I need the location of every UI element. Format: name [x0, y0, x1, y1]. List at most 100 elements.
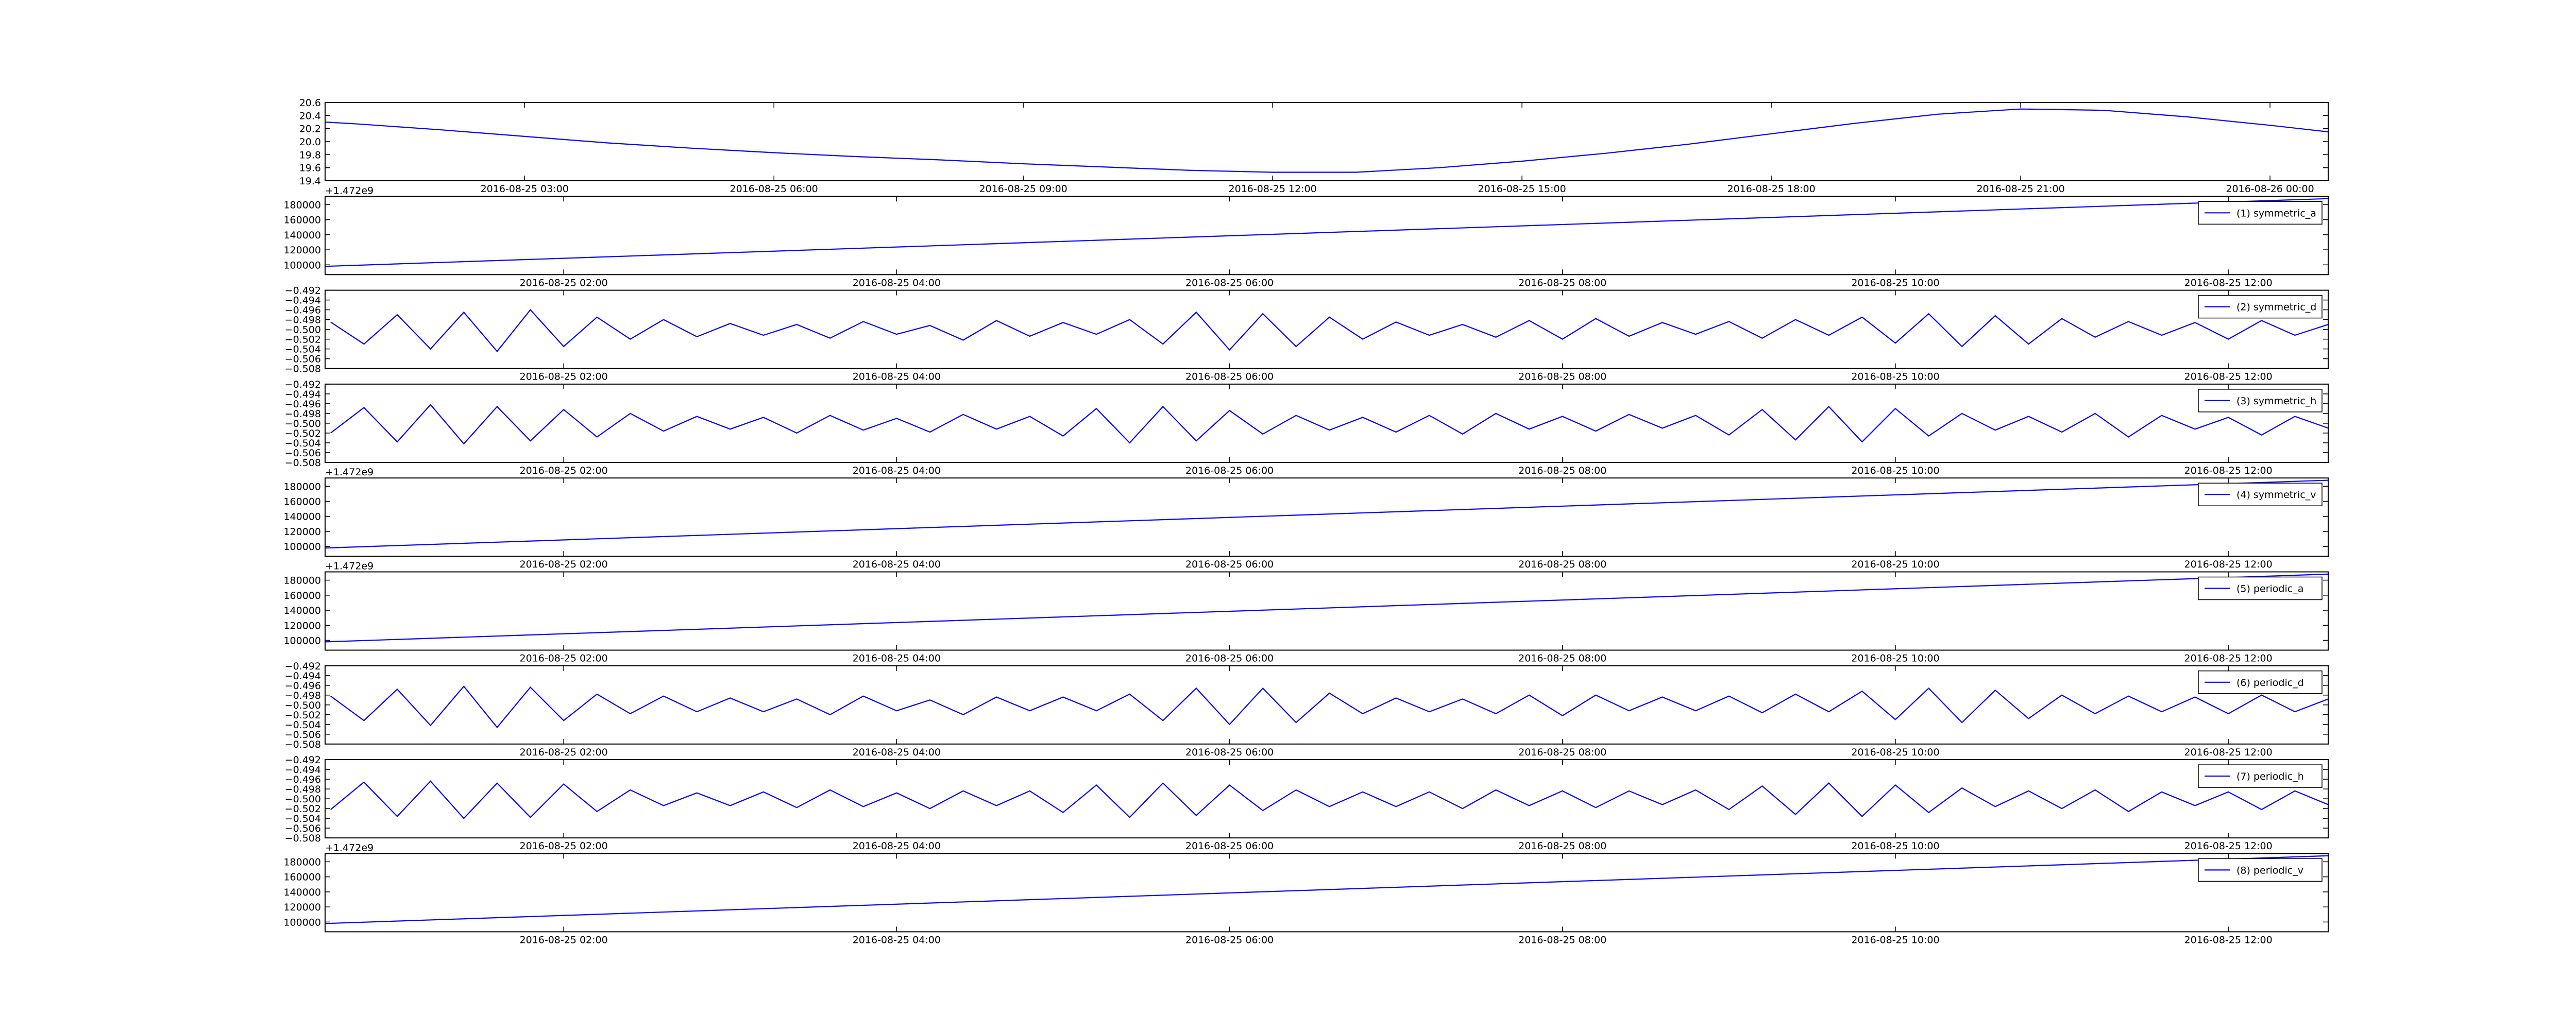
y-tick-label: −0.494 — [285, 764, 321, 776]
y-tick-label: −0.492 — [285, 379, 321, 390]
y-tick-label: −0.494 — [285, 670, 321, 682]
y-tick-label: 140000 — [283, 605, 321, 616]
y-tick-label: −0.502 — [285, 428, 321, 439]
x-tick-label: 2016-08-25 04:00 — [853, 559, 941, 570]
y-tick-label: 19.8 — [299, 149, 321, 161]
y-tick-label: 120000 — [283, 245, 321, 256]
y-tick-label: 100000 — [283, 541, 321, 553]
x-tick-label: 2016-08-25 08:00 — [1518, 371, 1606, 383]
y-tick-label: −0.508 — [285, 833, 321, 844]
y-tick-label: −0.498 — [285, 408, 321, 420]
y-tick-label: −0.502 — [285, 334, 321, 346]
y-tick-label: −0.504 — [285, 344, 321, 355]
axes-frame — [325, 102, 2329, 181]
y-tick-label: −0.508 — [285, 457, 321, 469]
legend: (6) periodic_d — [2198, 670, 2323, 694]
x-tick-label: 2016-08-25 09:00 — [979, 183, 1067, 195]
y-tick-label: 180000 — [283, 856, 321, 868]
x-tick-label: 2016-08-25 04:00 — [853, 934, 941, 945]
x-tick-label: 2016-08-25 10:00 — [1851, 371, 1939, 383]
y-tick-label: 180000 — [283, 481, 321, 492]
axes-frame — [325, 196, 2329, 276]
legend-label: (1) symmetric_a — [2236, 208, 2316, 219]
data-line — [325, 108, 2328, 173]
x-tick-label: 2016-08-25 04:00 — [853, 747, 941, 758]
legend: (3) symmetric_h — [2198, 389, 2323, 412]
x-tick-label: 2016-08-25 08:00 — [1518, 747, 1606, 758]
x-tick-label: 2016-08-25 02:00 — [520, 653, 608, 664]
x-tick-label: 2016-08-25 08:00 — [1518, 934, 1606, 945]
subplot: 100000 120000 140000 160000 180000 2016-08-25… — [283, 185, 2329, 288]
x-tick-label: 2016-08-25 21:00 — [1976, 183, 2064, 195]
axes-background — [325, 853, 2328, 932]
x-tick-label: 2016-08-25 12:00 — [2184, 747, 2273, 758]
x-tick-label: 2016-08-25 12:00 — [2184, 277, 2273, 288]
y-tick-label: −0.498 — [285, 690, 321, 701]
legend: (4) symmetric_v — [2198, 483, 2323, 506]
y-tick-label: −0.492 — [285, 754, 321, 766]
x-tick-label: 2016-08-25 12:00 — [2184, 934, 2273, 945]
axes-frame — [325, 289, 2329, 369]
axes-background — [325, 760, 2328, 838]
y-tick-label: 19.4 — [299, 176, 321, 187]
axes-frame — [325, 477, 2329, 557]
x-tick-label: 2016-08-25 06:00 — [730, 183, 818, 195]
x-tick-label: 2016-08-25 06:00 — [1185, 653, 1274, 664]
axes-background — [325, 572, 2328, 650]
axes-frame — [325, 571, 2329, 651]
y-tick-label: −0.492 — [285, 661, 321, 672]
subplot: −0.508−0.506−0.504−0.502−0.500−0.498−0.4… — [285, 661, 2329, 758]
y-tick-label: 120000 — [283, 526, 321, 538]
y-tick-label: 140000 — [283, 230, 321, 241]
y-tick-label: 120000 — [283, 620, 321, 631]
y-tick-label: 100000 — [283, 260, 321, 271]
y-tick-label: −0.498 — [285, 784, 321, 795]
x-tick-label: 2016-08-25 12:00 — [1229, 183, 1317, 195]
x-tick-label: 2016-08-25 04:00 — [853, 465, 941, 476]
legend: (5) periodic_a — [2198, 576, 2323, 600]
axes-background — [325, 665, 2328, 744]
y-tick-label: −0.504 — [285, 438, 321, 449]
y-tick-label: 160000 — [283, 590, 321, 601]
y-tick-label: −0.500 — [285, 794, 321, 805]
x-tick-label: 2016-08-25 02:00 — [520, 465, 608, 476]
y-tick-label: −0.506 — [285, 448, 321, 459]
legend: (7) periodic_h — [2198, 764, 2323, 788]
y-offset-text: +1.472e9 — [325, 185, 374, 196]
y-tick-label: 20.4 — [299, 110, 321, 122]
y-tick-label: −0.506 — [285, 823, 321, 834]
y-tick-label: 160000 — [283, 215, 321, 226]
x-tick-label: 2016-08-25 18:00 — [1727, 183, 1815, 195]
x-tick-label: 2016-08-25 04:00 — [853, 840, 941, 852]
subplot: 100000 120000 140000 160000 180000 2016-08-25… — [283, 561, 2329, 664]
legend-label: (8) periodic_v — [2236, 865, 2303, 876]
y-tick-label: −0.492 — [285, 285, 321, 297]
subplot: −0.508−0.506−0.504−0.502−0.500−0.498−0.4… — [285, 379, 2329, 476]
y-tick-label: −0.496 — [285, 399, 321, 410]
legend-label: (7) periodic_h — [2236, 771, 2304, 782]
x-tick-label: 2016-08-25 10:00 — [1851, 934, 1939, 945]
y-tick-label: 19.6 — [299, 163, 321, 174]
y-tick-label: 20.2 — [299, 124, 321, 135]
legend: (1) symmetric_a — [2198, 201, 2323, 225]
data-line — [330, 308, 2328, 353]
y-offset-text: +1.472e9 — [325, 561, 374, 572]
x-tick-label: 2016-08-25 06:00 — [1185, 277, 1274, 288]
data-line — [325, 479, 2328, 549]
y-tick-label: 20.0 — [299, 136, 321, 148]
axes-background — [325, 384, 2328, 462]
axes-frame — [325, 665, 2329, 745]
y-tick-label: 180000 — [283, 199, 321, 211]
x-tick-label: 2016-08-25 06:00 — [1185, 840, 1274, 852]
x-tick-label: 2016-08-25 15:00 — [1478, 183, 1566, 195]
data-line — [325, 198, 2328, 267]
y-tick-label: −0.494 — [285, 295, 321, 306]
legend-label: (4) symmetric_v — [2236, 489, 2316, 501]
x-tick-label: 2016-08-25 12:00 — [2184, 559, 2273, 570]
y-tick-label: −0.496 — [285, 680, 321, 692]
x-tick-label: 2016-08-25 06:00 — [1185, 371, 1274, 383]
y-tick-label: 180000 — [283, 575, 321, 587]
legend: (8) periodic_v — [2198, 858, 2323, 882]
subplot: −0.508−0.506−0.504−0.502−0.500−0.498−0.4… — [285, 754, 2329, 852]
